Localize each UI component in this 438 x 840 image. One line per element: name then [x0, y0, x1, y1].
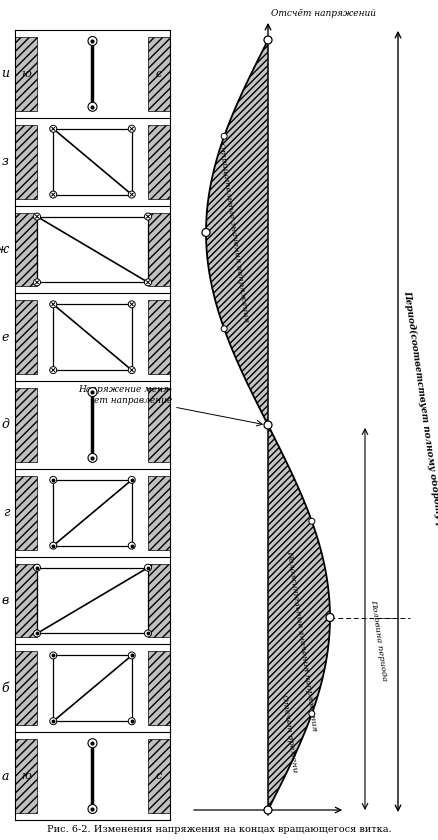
Circle shape [49, 542, 57, 549]
Bar [148, 476, 170, 549]
Bar [15, 388, 37, 462]
Circle shape [88, 102, 97, 111]
Bar [148, 125, 170, 198]
Bar [148, 652, 170, 725]
Text: и: и [1, 67, 9, 81]
Text: ж: ж [0, 243, 9, 256]
Circle shape [221, 326, 226, 332]
Circle shape [201, 228, 209, 237]
Bar [15, 301, 37, 374]
Polygon shape [267, 425, 329, 810]
Circle shape [128, 366, 135, 374]
Text: Отсчёт напряжений: Отсчёт напряжений [270, 9, 375, 18]
Circle shape [128, 717, 135, 725]
Circle shape [128, 191, 135, 198]
Bar [148, 301, 170, 374]
Circle shape [144, 564, 151, 571]
Text: ю: ю [21, 69, 31, 79]
Circle shape [221, 134, 226, 139]
Text: а: а [1, 769, 9, 783]
Circle shape [49, 125, 57, 132]
Circle shape [33, 279, 40, 286]
Circle shape [33, 630, 40, 637]
Circle shape [49, 717, 57, 725]
Bar [148, 564, 170, 638]
Text: д: д [1, 418, 9, 432]
Bar [15, 125, 37, 198]
Text: Положительные значения напряжения: Положительные значения напряжения [285, 549, 318, 732]
Circle shape [88, 36, 97, 45]
Circle shape [128, 301, 135, 307]
Circle shape [88, 387, 97, 396]
Text: е: е [2, 331, 9, 344]
Circle shape [144, 213, 151, 220]
Bar [15, 476, 37, 549]
Text: Отрицательные значения напряжения: Отрицательные значения напряжения [217, 142, 250, 323]
Bar [15, 564, 37, 638]
Circle shape [33, 564, 40, 571]
Circle shape [128, 476, 135, 483]
Bar [148, 37, 170, 111]
Circle shape [128, 652, 135, 659]
Text: Отсчет времени: Отсчет времени [279, 694, 298, 773]
Circle shape [49, 652, 57, 659]
Circle shape [263, 36, 272, 44]
Circle shape [144, 630, 151, 637]
Text: Половина периода: Половина периода [368, 599, 388, 682]
Polygon shape [205, 40, 267, 425]
Circle shape [49, 301, 57, 307]
Text: ю: ю [21, 771, 31, 781]
Circle shape [33, 213, 40, 220]
Circle shape [263, 421, 272, 429]
Text: с: с [155, 771, 162, 781]
Circle shape [49, 476, 57, 483]
Bar [15, 739, 37, 813]
Circle shape [128, 542, 135, 549]
Text: з: з [2, 155, 9, 168]
Circle shape [49, 191, 57, 198]
Text: б: б [1, 682, 9, 695]
Circle shape [325, 613, 333, 622]
Bar [148, 388, 170, 462]
Text: г: г [3, 507, 9, 519]
Text: в: в [2, 594, 9, 607]
Text: Период(соответствует полному обороту рамки): Период(соответствует полному обороту рам… [401, 290, 438, 560]
Circle shape [88, 805, 97, 813]
Bar [148, 739, 170, 813]
Text: с: с [155, 69, 162, 79]
Circle shape [128, 125, 135, 132]
Bar [15, 652, 37, 725]
Circle shape [308, 518, 314, 524]
Circle shape [88, 738, 97, 748]
Bar [15, 37, 37, 111]
Circle shape [88, 454, 97, 462]
Bar [148, 213, 170, 286]
Text: Рис. 6-2. Изменения напряжения на концах вращающегося витка.: Рис. 6-2. Изменения напряжения на концах… [46, 825, 390, 834]
Circle shape [308, 711, 314, 717]
Text: Напряжение меня-
ет направление: Напряжение меня- ет направление [78, 386, 172, 405]
Bar [15, 213, 37, 286]
Circle shape [144, 279, 151, 286]
Circle shape [49, 366, 57, 374]
Circle shape [263, 806, 272, 814]
